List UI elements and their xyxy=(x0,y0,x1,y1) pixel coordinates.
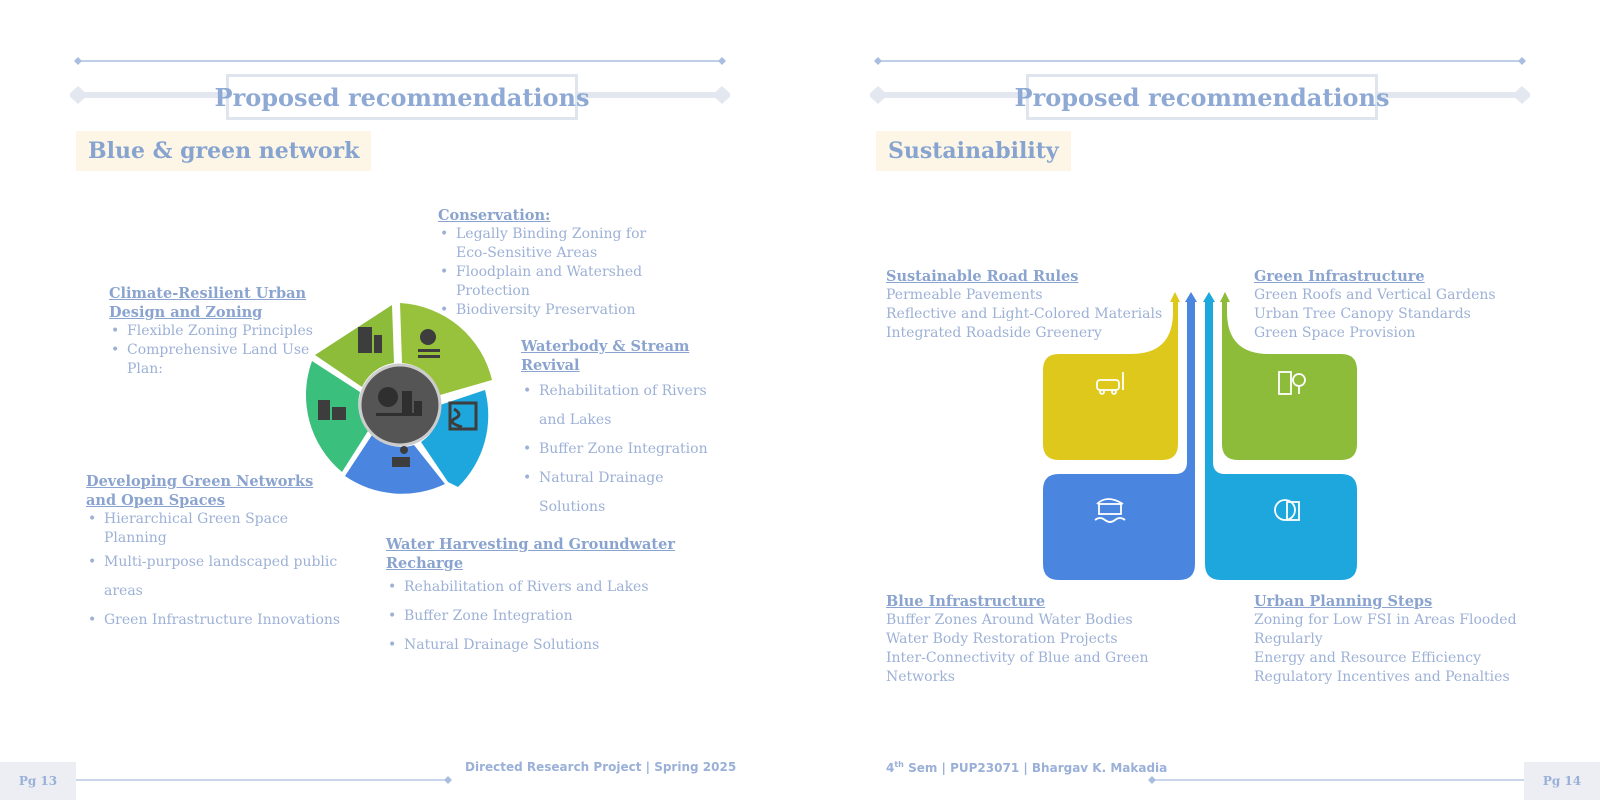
earth-city-icon xyxy=(376,387,422,416)
green-item: Urban Tree Canopy Standards xyxy=(1254,306,1471,322)
harvesting-heading: Water Harvesting and Groundwater Recharg… xyxy=(386,536,675,572)
list-item: Flexible Zoning Principles xyxy=(109,322,319,341)
planning-item: Regulatory Incentives and Penalties xyxy=(1254,669,1510,685)
footer-sup: th xyxy=(894,760,904,769)
list-item: Rehabilitation of Rivers and Lakes xyxy=(386,573,686,602)
waterbody-block: Waterbody & Stream Revival Rehabilitatio… xyxy=(521,337,721,522)
road-item: Reflective and Light-Colored Materials xyxy=(886,306,1163,322)
green-infra-heading: Green Infrastructure xyxy=(1254,268,1425,285)
wheel-segment-top-left xyxy=(315,305,394,387)
wheel-segment-right xyxy=(421,390,489,487)
list-item: Green Infrastructure Innovations xyxy=(86,606,344,635)
tree-icon xyxy=(418,329,440,358)
road-heading: Sustainable Road Rules xyxy=(886,268,1079,285)
blue-item: Inter-Connectivity of Blue and Green Net… xyxy=(886,650,1149,685)
water-icon xyxy=(1094,498,1126,523)
river-icon xyxy=(448,401,478,431)
planning-heading: Urban Planning Steps xyxy=(1254,593,1433,610)
green-infra-block: Green Infrastructure Green Roofs and Ver… xyxy=(1254,267,1534,343)
page-title: Proposed recommendations xyxy=(215,74,589,120)
climate-block: Climate-Resilient Urban Design and Zonin… xyxy=(109,284,319,379)
list-item: Natural Drainage Solutions xyxy=(521,464,721,522)
blue-infra-heading: Blue Infrastructure xyxy=(886,593,1046,610)
green-item: Green Roofs and Vertical Gardens xyxy=(1254,287,1496,303)
green-item: Green Space Provision xyxy=(1254,325,1416,341)
footer-prefix: 4 xyxy=(886,761,895,775)
section-subtitle: Blue & green network xyxy=(76,131,372,171)
sustainability-diagram xyxy=(1043,292,1357,580)
road-item: Permeable Pavements xyxy=(886,287,1043,303)
wheel-center xyxy=(358,363,442,447)
page-number: Pg 13 xyxy=(0,762,76,800)
list-item: Buffer Zone Integration xyxy=(386,602,686,631)
green-networks-heading: Developing Green Networks and Open Space… xyxy=(86,473,314,509)
green-networks-block: Developing Green Networks and Open Space… xyxy=(86,472,344,635)
planning-icon xyxy=(1274,499,1300,521)
footer-line xyxy=(1148,776,1524,784)
list-item: Legally Binding Zoning for Eco-Sensitive… xyxy=(438,225,668,263)
city-icon xyxy=(358,327,382,353)
planning-item: Energy and Resource Efficiency xyxy=(1254,650,1482,666)
page-title: Proposed recommendations xyxy=(1015,74,1389,120)
harvesting-block: Water Harvesting and Groundwater Recharg… xyxy=(386,535,686,660)
list-item: Floodplain and Watershed Protection xyxy=(438,263,668,301)
quad-green xyxy=(1222,300,1357,460)
list-item: Comprehensive Land Use Plan: xyxy=(109,341,319,379)
blue-infra-block: Blue Infrastructure Buffer Zones Around … xyxy=(886,592,1176,687)
list-item: Hierarchical Green Space Planning xyxy=(86,510,344,548)
list-item: Biodiversity Preservation xyxy=(438,301,668,320)
waterbody-heading: Waterbody & Stream Revival xyxy=(521,338,690,374)
road-item: Integrated Roadside Greenery xyxy=(886,325,1102,341)
road-block: Sustainable Road Rules Permeable Pavemen… xyxy=(886,267,1186,343)
page-number: Pg 14 xyxy=(1524,762,1600,800)
conservation-block: Conservation: Legally Binding Zoning for… xyxy=(438,206,668,320)
footer-rest: Sem | PUP23071 | Bhargav K. Makadia xyxy=(903,761,1168,775)
list-item: Rehabilitation of Rivers and Lakes xyxy=(521,377,721,435)
footer-text: 4th Sem | PUP23071 | Bhargav K. Makadia xyxy=(886,760,1167,775)
building-tree-icon xyxy=(1278,371,1306,395)
list-item: Natural Drainage Solutions xyxy=(386,631,686,660)
section-subtitle: Sustainability xyxy=(876,131,1071,171)
recommendation-wheel xyxy=(305,303,492,494)
blue-item: Buffer Zones Around Water Bodies xyxy=(886,612,1133,628)
planning-item: Zoning for Low FSI in Areas Flooded Regu… xyxy=(1254,612,1517,647)
houses-icon xyxy=(318,400,346,420)
wheel-segment-top-right xyxy=(400,303,492,395)
quad-blue xyxy=(1043,300,1195,580)
planning-block: Urban Planning Steps Zoning for Low FSI … xyxy=(1254,592,1524,687)
gardener-icon xyxy=(392,446,410,467)
car-icon xyxy=(1096,372,1124,395)
quad-cyan xyxy=(1205,300,1357,580)
footer-text: Directed Research Project | Spring 2025 xyxy=(465,760,737,774)
footer-line xyxy=(76,776,452,784)
conservation-heading: Conservation: xyxy=(438,207,551,224)
climate-heading: Climate-Resilient Urban Design and Zonin… xyxy=(109,285,307,321)
blue-item: Water Body Restoration Projects xyxy=(886,631,1118,647)
list-item: Multi-purpose landscaped public areas xyxy=(86,548,344,606)
list-item: Buffer Zone Integration xyxy=(521,435,721,464)
